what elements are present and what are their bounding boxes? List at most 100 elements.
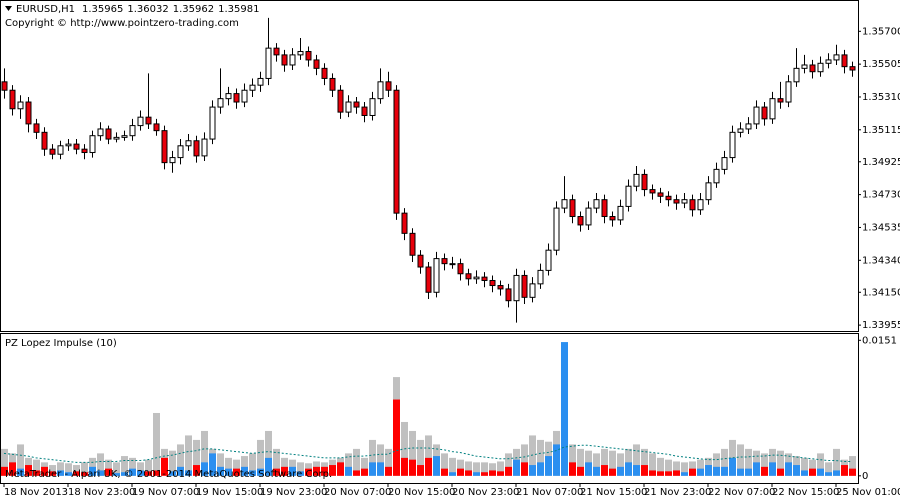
impulse-bar	[369, 462, 376, 476]
impulse-bar	[601, 465, 608, 476]
gray-bar	[777, 450, 784, 476]
impulse-bar	[825, 472, 832, 476]
candle-body	[281, 54, 288, 66]
gray-bar	[265, 430, 272, 476]
impulse-bar	[241, 466, 248, 476]
candle-body	[225, 93, 232, 100]
x-tick-label: 20 Nov 07:00	[324, 487, 391, 498]
quote-low: 1.35962	[173, 4, 214, 15]
candle-body	[385, 81, 392, 91]
impulse-bar	[641, 465, 648, 476]
candle-body	[169, 157, 176, 164]
candle-body	[481, 276, 488, 281]
candle-body	[353, 101, 360, 108]
impulse-bar	[673, 470, 680, 476]
gray-bar	[113, 462, 120, 476]
candle-body	[785, 81, 792, 103]
price-chart	[1, 17, 856, 323]
candle-body	[129, 125, 136, 137]
candle-body	[761, 106, 768, 120]
gray-bar	[489, 463, 496, 476]
impulse-bar	[497, 471, 504, 476]
impulse-bar	[705, 465, 712, 476]
candle-body	[793, 67, 800, 83]
impulse-bar	[9, 462, 16, 476]
impulse-bar	[553, 444, 560, 476]
impulse-bar	[57, 470, 64, 476]
candle-body	[737, 128, 744, 133]
gray-bar	[825, 462, 832, 476]
impulse-bar	[577, 466, 584, 476]
candle-body	[721, 157, 728, 170]
candle-body	[193, 140, 200, 157]
indicator-title: PZ Lopez Impulse (10)	[5, 338, 117, 349]
impulse-bar	[89, 466, 96, 476]
impulse-bar	[697, 468, 704, 476]
gray-bar	[617, 453, 624, 476]
candle-body	[561, 199, 568, 209]
candle-body	[201, 138, 208, 157]
candle-body	[73, 143, 80, 150]
impulse-bar	[409, 459, 416, 476]
gray-bar	[721, 448, 728, 476]
gray-bar	[745, 448, 752, 476]
gray-bar	[17, 444, 24, 476]
impulse-bar	[625, 462, 632, 476]
x-tick-label: 21 Nov 15:00	[580, 487, 647, 498]
impulse-bar	[665, 471, 672, 476]
candle-body	[617, 205, 624, 221]
gray-bar	[665, 459, 672, 476]
impulse-bar	[465, 470, 472, 476]
candle-body	[577, 216, 584, 226]
gray-bar	[385, 448, 392, 476]
candle-body	[297, 51, 304, 56]
candle-body	[305, 51, 312, 61]
impulse-bar	[161, 457, 168, 476]
price-frame	[0, 0, 859, 332]
candle-body	[289, 54, 296, 66]
candle-body	[753, 106, 760, 125]
impulse-bar	[97, 470, 104, 476]
impulse-bar	[401, 457, 408, 476]
y-tick-label: 1.34730	[862, 190, 900, 201]
y-tick-label: 1.35310	[862, 92, 900, 103]
gray-bar	[73, 465, 80, 476]
candle-body	[769, 98, 776, 120]
gray-bar	[145, 459, 152, 476]
impulse-bar	[617, 466, 624, 476]
candle-body	[729, 131, 736, 159]
candle-body	[825, 59, 832, 64]
impulse-bar	[561, 342, 568, 476]
impulse-bar	[721, 466, 728, 476]
candle-body	[745, 123, 752, 130]
impulse-bar	[609, 468, 616, 476]
quote-close: 1.35981	[218, 4, 259, 15]
gray-bar	[641, 448, 648, 476]
candle-body	[257, 77, 264, 86]
impulse-bar	[529, 465, 536, 476]
candle-body	[545, 249, 552, 271]
y-tick-label: 1.34535	[862, 222, 900, 233]
gray-bar	[737, 444, 744, 476]
impulse-bar	[73, 471, 80, 476]
gray-bar	[449, 457, 456, 476]
x-tick-label: 22 Nov 15:00	[772, 487, 839, 498]
x-tick-label: 19 Nov 23:00	[260, 487, 327, 498]
candle-body	[409, 232, 416, 256]
impulse-bar	[41, 466, 48, 476]
impulse-bar	[281, 466, 288, 476]
candle-body	[361, 106, 368, 116]
menu-arrow[interactable]	[5, 6, 12, 11]
candle-body	[673, 199, 680, 204]
signal-line	[3, 444, 852, 463]
x-tick-label: 20 Nov 15:00	[388, 487, 455, 498]
impulse-bar	[449, 472, 456, 476]
candle-body	[145, 116, 152, 125]
candle-body	[57, 145, 64, 155]
candle-body	[657, 192, 664, 197]
gray-bar	[809, 459, 816, 476]
gray-bar	[801, 457, 808, 476]
impulse-bar	[537, 462, 544, 476]
candle-body	[457, 263, 464, 275]
